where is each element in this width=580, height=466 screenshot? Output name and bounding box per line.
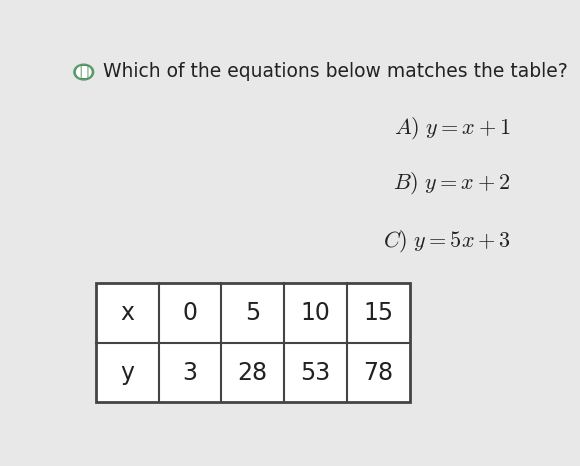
Text: $A)\ y = x + 1$: $A)\ y = x + 1$ xyxy=(394,115,511,141)
Text: 10: 10 xyxy=(300,301,331,325)
Circle shape xyxy=(74,64,93,80)
Text: 🔊: 🔊 xyxy=(79,65,88,80)
Text: 78: 78 xyxy=(363,361,393,384)
Text: x: x xyxy=(120,301,134,325)
Text: 28: 28 xyxy=(238,361,268,384)
Circle shape xyxy=(77,66,91,78)
Text: 15: 15 xyxy=(363,301,393,325)
Text: 0: 0 xyxy=(183,301,197,325)
Text: $B)\ y = x + 2$: $B)\ y = x + 2$ xyxy=(393,171,511,196)
Text: 53: 53 xyxy=(300,361,331,384)
Text: 5: 5 xyxy=(245,301,260,325)
Text: y: y xyxy=(120,361,134,384)
Text: $C)\ y = 5x + 3$: $C)\ y = 5x + 3$ xyxy=(383,228,511,254)
Text: Which of the equations below matches the table?: Which of the equations below matches the… xyxy=(103,62,568,81)
Text: 3: 3 xyxy=(183,361,197,384)
